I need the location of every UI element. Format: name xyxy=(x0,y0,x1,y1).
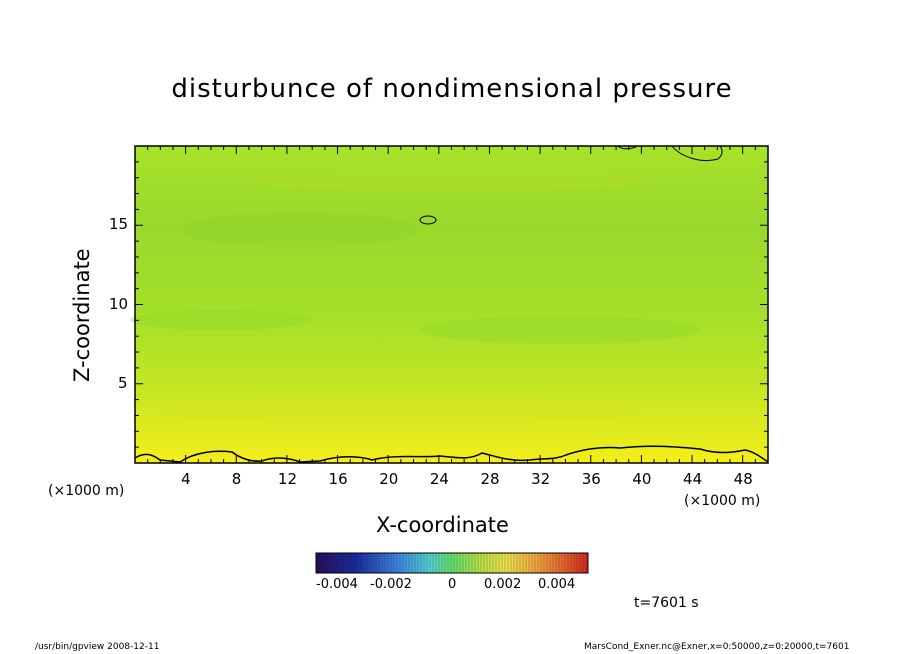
colorbar-label: 0.002 xyxy=(484,577,522,592)
field-patches xyxy=(130,168,700,424)
x-tick-label: 28 xyxy=(480,470,500,488)
footer-right: MarsCond_Exner.nc@Exner,x=0:50000,z=0:20… xyxy=(584,642,850,652)
x-tick-label: 44 xyxy=(683,470,703,488)
contour-loop xyxy=(419,215,437,225)
y-ticks xyxy=(135,161,768,448)
x-tick-label: 8 xyxy=(231,470,242,488)
x-tick-label: 16 xyxy=(328,470,348,488)
footer-left: /usr/bin/gpview 2008-12-11 xyxy=(35,642,160,652)
x-tick-label: 20 xyxy=(379,470,399,488)
y-tick-label: 10 xyxy=(109,294,129,313)
field-background xyxy=(135,146,768,463)
colorbar-label: 0.004 xyxy=(538,577,576,592)
x-tick-label: 24 xyxy=(429,470,449,488)
surface-contour xyxy=(134,445,769,463)
colorbar-label: -0.004 xyxy=(316,577,358,592)
x-tick-label: 48 xyxy=(733,470,753,488)
x-unit-left: (×1000 m) xyxy=(48,483,125,499)
x-tick-label: 4 xyxy=(181,470,191,488)
colorbar-stripes xyxy=(318,553,587,573)
time-label: t=7601 s xyxy=(634,595,699,611)
x-axis-label: X-coordinate xyxy=(376,513,509,537)
x-tick-label: 40 xyxy=(632,470,652,488)
x-tick-label: 36 xyxy=(581,470,601,488)
upper-contour xyxy=(617,145,723,161)
x-ticks xyxy=(147,146,756,463)
x-unit-right: (×1000 m) xyxy=(684,493,761,509)
z-axis-label: Z-coordinate xyxy=(70,248,94,382)
y-tick-label: 5 xyxy=(118,373,128,392)
colorbar-label: -0.002 xyxy=(370,577,412,592)
colorbar xyxy=(315,552,589,574)
chart-title: disturbunce of nondimensional pressure xyxy=(171,74,733,104)
colorbar-label: 0 xyxy=(448,577,457,592)
x-tick-label: 12 xyxy=(277,470,297,488)
x-tick-label: 32 xyxy=(531,470,551,488)
y-tick-label: 15 xyxy=(109,215,129,234)
